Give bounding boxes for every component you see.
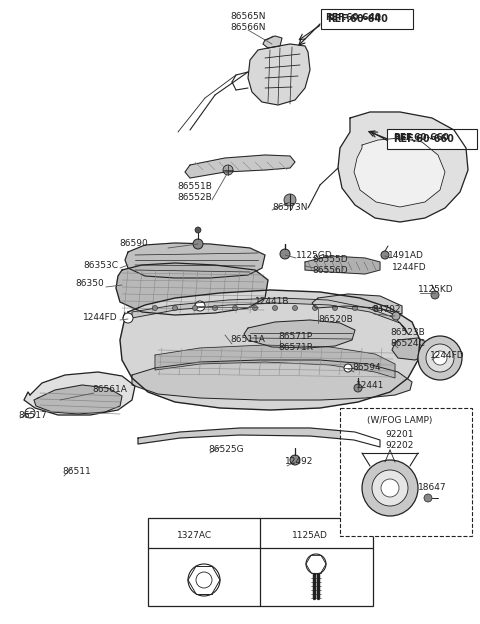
Polygon shape [354,138,445,207]
Polygon shape [120,290,420,410]
FancyBboxPatch shape [340,408,472,536]
Circle shape [362,460,418,516]
Text: 86551B
86552B: 86551B 86552B [177,182,212,202]
Circle shape [196,572,212,588]
Text: 86590: 86590 [119,238,148,248]
Text: 12441B: 12441B [255,298,289,306]
Circle shape [392,312,400,320]
Circle shape [292,306,298,311]
Circle shape [344,364,352,372]
Circle shape [312,306,317,311]
Circle shape [352,306,358,311]
Text: 1491AD: 1491AD [388,250,424,260]
Text: 1244FD: 1244FD [430,351,465,359]
Text: 86511A: 86511A [230,336,265,344]
Polygon shape [116,263,268,315]
Polygon shape [244,320,355,348]
Circle shape [290,455,300,465]
Polygon shape [125,243,265,278]
Circle shape [25,408,35,418]
Text: 86565N
86566N: 86565N 86566N [230,12,266,32]
Circle shape [354,384,362,392]
Text: 86555D
86556D: 86555D 86556D [312,255,348,275]
Text: 12492: 12492 [285,457,313,467]
Text: 18647: 18647 [418,484,446,492]
Circle shape [426,344,454,372]
Bar [148,518,373,606]
Circle shape [223,165,233,175]
Text: 86523B
86524C: 86523B 86524C [390,328,425,348]
Circle shape [284,194,296,206]
Text: (W/FOG LAMP): (W/FOG LAMP) [367,416,432,424]
Polygon shape [132,298,408,334]
Polygon shape [338,112,468,222]
Circle shape [193,239,203,249]
Circle shape [431,291,439,299]
Text: 86520B: 86520B [318,316,353,324]
Text: 86511: 86511 [62,467,91,477]
Text: 92201
92202: 92201 92202 [386,431,414,450]
Text: REF.60-660: REF.60-660 [393,134,454,144]
FancyBboxPatch shape [387,129,477,149]
Text: 86353C: 86353C [83,260,118,270]
FancyBboxPatch shape [321,9,413,29]
Polygon shape [155,345,395,378]
Circle shape [433,351,447,365]
Polygon shape [248,44,310,105]
Circle shape [372,306,377,311]
Text: 86594: 86594 [352,364,381,373]
Circle shape [424,494,432,502]
Circle shape [188,564,220,596]
Polygon shape [392,338,430,360]
Circle shape [153,306,157,311]
Circle shape [213,306,217,311]
Circle shape [192,306,197,311]
Text: REF.60-640: REF.60-640 [327,14,388,24]
Polygon shape [263,36,282,48]
Text: 1125AD: 1125AD [292,530,328,540]
Circle shape [273,306,277,311]
Circle shape [333,306,337,311]
Polygon shape [24,372,135,415]
Text: 1327AC: 1327AC [178,530,213,540]
Polygon shape [138,428,380,447]
Text: 86571P
86571R: 86571P 86571R [278,333,313,352]
Text: 86561A: 86561A [92,386,127,394]
Text: 1244FD: 1244FD [392,263,427,273]
Circle shape [123,313,133,323]
Text: REF.60-640: REF.60-640 [325,14,381,22]
Polygon shape [312,294,402,314]
Text: 1244FD: 1244FD [84,313,118,323]
Circle shape [232,306,238,311]
Text: 1125GD: 1125GD [296,250,333,260]
Circle shape [195,227,201,233]
Text: 86350: 86350 [75,278,104,288]
Circle shape [381,479,399,497]
Circle shape [195,301,205,311]
Circle shape [418,336,462,380]
Text: 86517: 86517 [18,411,47,419]
Text: 84702: 84702 [372,306,400,314]
Circle shape [381,251,389,259]
Polygon shape [305,256,380,274]
Circle shape [372,470,408,506]
Text: 86525G: 86525G [208,446,244,454]
Circle shape [306,554,326,574]
Polygon shape [132,360,412,400]
Text: 86573N: 86573N [272,203,308,212]
Text: REF.60-640: REF.60-640 [325,14,381,22]
Polygon shape [34,385,122,414]
Circle shape [252,306,257,311]
Polygon shape [185,155,295,178]
Circle shape [172,306,178,311]
Circle shape [280,249,290,259]
Text: REF.60-660: REF.60-660 [393,134,449,142]
Text: 12441: 12441 [356,381,384,389]
Text: 1125KD: 1125KD [418,286,454,295]
